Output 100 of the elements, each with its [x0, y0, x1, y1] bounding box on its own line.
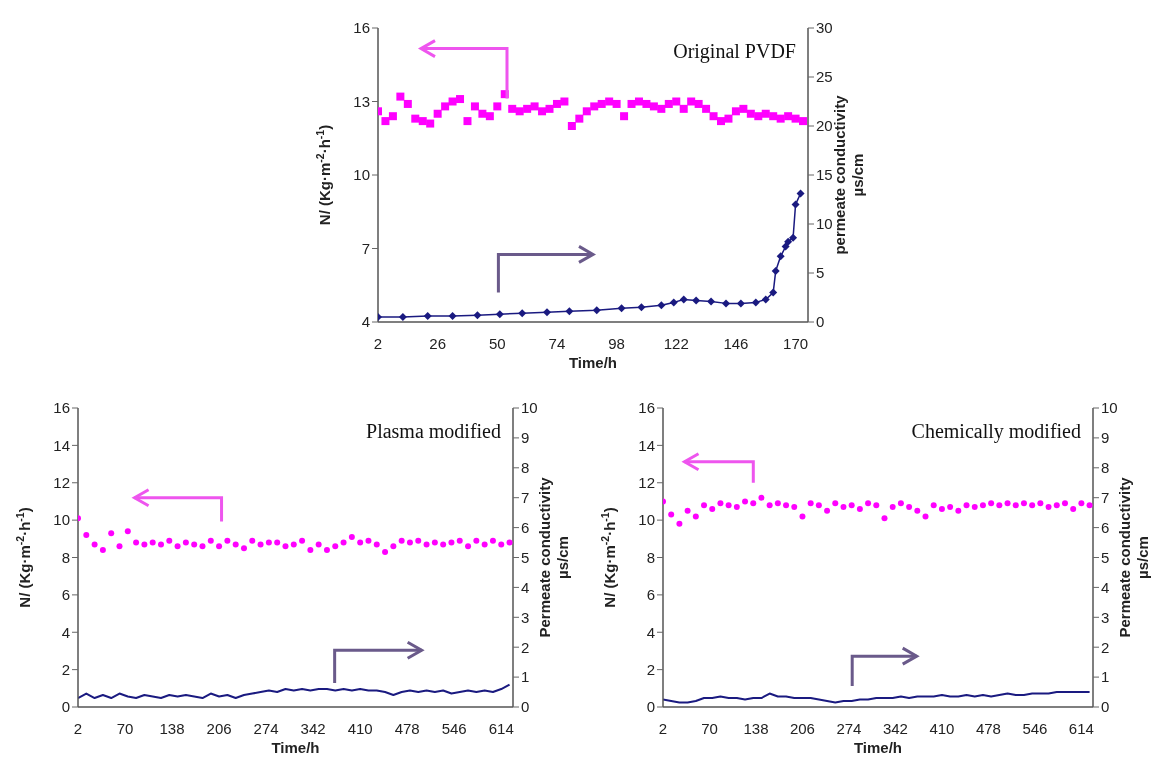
point: [257, 541, 264, 548]
point: [515, 107, 524, 116]
x-tick-label: 274: [253, 719, 279, 737]
point: [865, 500, 872, 507]
y2-tick-label: 10: [816, 215, 833, 233]
point: [736, 299, 745, 308]
point: [761, 295, 770, 304]
y2-tick-label: 15: [816, 166, 833, 184]
point: [1061, 500, 1068, 507]
point: [489, 537, 496, 544]
point: [750, 500, 757, 507]
x-tick-label: 2: [658, 719, 668, 737]
point: [733, 504, 740, 511]
y-tick-label: 6: [646, 586, 655, 604]
point: [199, 543, 206, 550]
point: [702, 104, 711, 113]
y2-tick-label: 25: [816, 68, 833, 86]
point: [694, 99, 703, 108]
point: [495, 310, 504, 319]
x-tick-label: 138: [743, 719, 769, 737]
point: [679, 104, 688, 113]
point: [766, 502, 773, 509]
point: [955, 507, 962, 514]
point: [415, 537, 422, 544]
point: [709, 112, 718, 121]
y-tick-label: 12: [638, 474, 655, 492]
point: [791, 504, 798, 511]
y2-tick-label: 5: [1101, 548, 1110, 566]
point: [1029, 502, 1036, 509]
annotation: Chemically modified: [911, 420, 1081, 443]
point: [240, 545, 247, 552]
point: [1078, 500, 1085, 507]
point: [440, 541, 447, 548]
point: [124, 528, 131, 535]
point: [783, 502, 790, 509]
point: [889, 504, 896, 511]
x-tick-label: 70: [701, 719, 718, 737]
point: [249, 537, 256, 544]
y-tick-label: 10: [638, 511, 655, 529]
y2-tick-label: 6: [521, 518, 530, 536]
point: [485, 112, 494, 121]
y-tick-label: 8: [646, 548, 655, 566]
point: [478, 109, 487, 118]
point: [543, 308, 552, 317]
point: [448, 97, 457, 106]
point: [552, 99, 561, 108]
line-series: [78, 683, 511, 700]
point: [897, 500, 904, 507]
point: [746, 109, 755, 118]
point: [423, 312, 432, 321]
y2-tick-label: 2: [521, 638, 530, 656]
point: [754, 112, 763, 121]
y-tick-label: 7: [361, 239, 370, 257]
point: [914, 507, 921, 514]
point: [582, 107, 591, 116]
point: [597, 99, 606, 108]
y2-tick-label: 7: [1101, 489, 1110, 507]
point: [776, 114, 785, 123]
point: [731, 107, 740, 116]
point: [679, 295, 688, 304]
point: [481, 541, 488, 548]
point: [538, 107, 547, 116]
y-tick-label: 0: [61, 698, 70, 716]
point: [426, 119, 435, 128]
point: [799, 117, 808, 126]
point: [431, 539, 438, 546]
y2-axis-title: Permeate conductivity µs/cm: [536, 476, 571, 638]
point: [381, 117, 390, 126]
point: [463, 117, 472, 126]
point: [605, 97, 614, 106]
point: [315, 541, 322, 548]
point: [881, 515, 888, 522]
point: [565, 307, 574, 316]
point: [776, 252, 785, 261]
point: [448, 539, 455, 546]
point: [721, 299, 730, 308]
y-tick-label: 10: [53, 511, 70, 529]
x-tick-label: 546: [441, 719, 467, 737]
point: [832, 500, 839, 507]
y-tick-label: 14: [53, 436, 70, 454]
point: [182, 539, 189, 546]
point: [642, 99, 651, 108]
point: [620, 112, 629, 121]
y2-tick-label: 7: [521, 489, 530, 507]
point: [282, 543, 289, 550]
x-tick-label: 614: [488, 719, 514, 737]
x-tick-label: 614: [1068, 719, 1094, 737]
point: [157, 541, 164, 548]
point: [506, 539, 513, 546]
y2-tick-label: 0: [816, 313, 825, 331]
y2-tick-label: 1: [1101, 668, 1110, 686]
point: [108, 530, 115, 537]
y2-tick-label: 3: [521, 608, 530, 626]
point: [403, 99, 412, 108]
point: [382, 548, 389, 555]
x-tick-label: 342: [882, 719, 908, 737]
point: [717, 500, 724, 507]
x-tick-label: 138: [159, 719, 185, 737]
point: [545, 104, 554, 113]
annotation: Plasma modified: [366, 420, 501, 442]
